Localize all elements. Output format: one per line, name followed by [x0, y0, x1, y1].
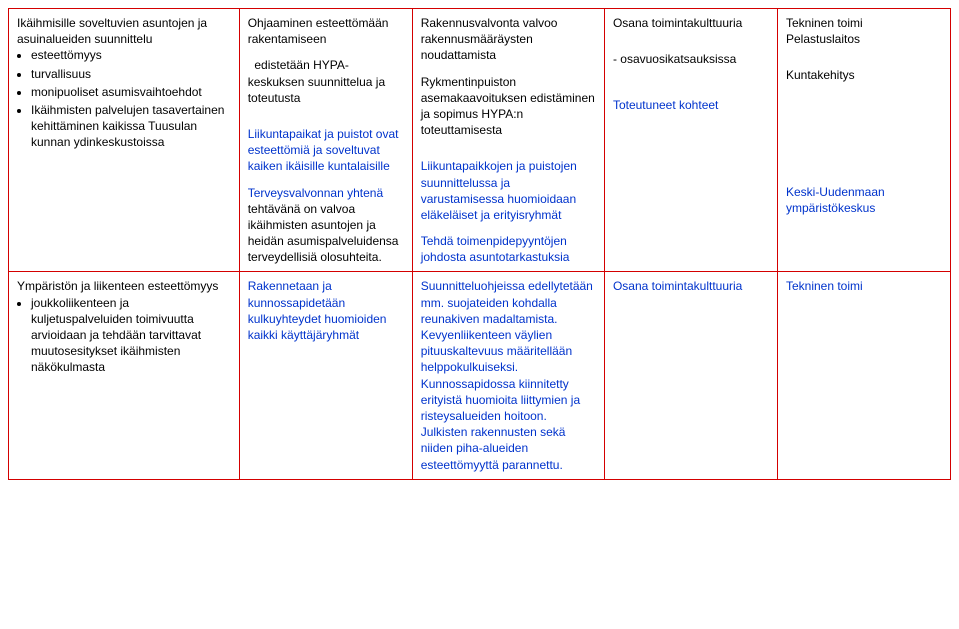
r1c4-p3: Toteutuneet kohteet — [613, 97, 769, 113]
r2c3: Suunnitteluohjeissa edellytetään mm. suo… — [412, 272, 604, 479]
r1c2-p4: Terveysvalvonnan yhtenä tehtävänä on val… — [248, 185, 404, 266]
list-item: monipuoliset asumisvaihtoehdot — [31, 84, 231, 100]
r1c2-p4b: tehtävänä on valvoa ikäihmisten asuntoje… — [248, 202, 399, 265]
policy-table: Ikäihmisille soveltuvien asuntojen ja as… — [8, 8, 951, 480]
r1c3-p1: Rakennusvalvonta valvoo rakennusmääräyst… — [421, 15, 596, 64]
r1c2: Ohjaaminen esteettömään rakentamiseen ed… — [239, 9, 412, 272]
r1c4-p2: - osavuosikatsauksissa — [613, 51, 769, 67]
r2c1-list: joukkoliikenteen ja kuljetuspalveluiden … — [17, 295, 231, 376]
list-item: joukkoliikenteen ja kuljetuspalveluiden … — [31, 295, 231, 376]
r1c2-p3: Liikuntapaikat ja puistot ovat esteettöm… — [248, 126, 404, 175]
r2c2: Rakennetaan ja kunnossapidetään kulkuyht… — [239, 272, 412, 479]
r1c5-p4: Keski-Uudenmaan ympäristökeskus — [786, 184, 942, 216]
r1c3-p2: Rykmentinpuiston asemakaavoituksen edist… — [421, 74, 596, 139]
r1c2-p1: Ohjaaminen esteettömään rakentamiseen — [248, 15, 404, 47]
r1c2-p2: edistetään HYPA-keskuksen suunnittelua j… — [248, 57, 404, 106]
table-row: Ympäristön ja liikenteen esteettömyys jo… — [9, 272, 951, 479]
list-item: esteettömyys — [31, 47, 231, 63]
r2c1-title: Ympäristön ja liikenteen esteettömyys — [17, 278, 231, 294]
table-row: Ikäihmisille soveltuvien asuntojen ja as… — [9, 9, 951, 272]
list-item: turvallisuus — [31, 66, 231, 82]
list-item: Ikäihmisten palvelujen tasavertainen keh… — [31, 102, 231, 151]
r2c1: Ympäristön ja liikenteen esteettömyys jo… — [9, 272, 240, 479]
r1c3-p3: Liikuntapaikkojen ja puistojen suunnitte… — [421, 158, 596, 223]
r2c3-p1: Suunnitteluohjeissa edellytetään mm. suo… — [421, 278, 596, 472]
r1c5-p3: Kuntakehitys — [786, 67, 942, 83]
r1c5-p2: Pelastuslaitos — [786, 31, 942, 47]
r1c5: Tekninen toimi Pelastuslaitos Kuntakehit… — [777, 9, 950, 272]
r1c3-p4: Tehdä toimenpidepyyntöjen johdosta asunt… — [421, 233, 596, 265]
r1c1: Ikäihmisille soveltuvien asuntojen ja as… — [9, 9, 240, 272]
r1c3: Rakennusvalvonta valvoo rakennusmääräyst… — [412, 9, 604, 272]
r1c2-p4a: Terveysvalvonnan yhtenä — [248, 186, 383, 200]
r1c1-title: Ikäihmisille soveltuvien asuntojen ja as… — [17, 15, 231, 47]
r1c5-p1: Tekninen toimi — [786, 15, 942, 31]
r2c4-p1: Osana toimintakulttuuria — [613, 278, 769, 294]
r1c1-list: esteettömyys turvallisuus monipuoliset a… — [17, 47, 231, 150]
r1c4: Osana toimintakulttuuria - osavuosikatsa… — [604, 9, 777, 272]
r2c5-p1: Tekninen toimi — [786, 278, 942, 294]
r2c2-p1: Rakennetaan ja kunnossapidetään kulkuyht… — [248, 278, 404, 343]
r1c4-p1: Osana toimintakulttuuria — [613, 15, 769, 31]
r2c4: Osana toimintakulttuuria — [604, 272, 777, 479]
r2c5: Tekninen toimi — [777, 272, 950, 479]
